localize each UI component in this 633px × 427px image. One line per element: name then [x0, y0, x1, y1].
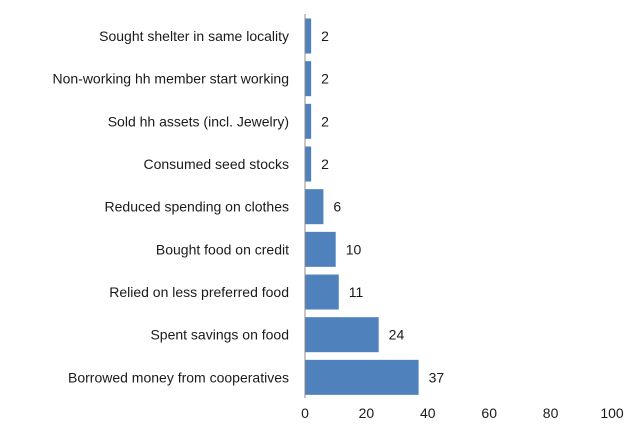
data-label: 2 — [321, 28, 329, 44]
data-label: 37 — [429, 369, 445, 385]
bar — [305, 146, 312, 182]
data-label: 2 — [321, 113, 329, 129]
value-labels: 2 2 2 2 6 10 11 24 37 — [321, 28, 444, 385]
bar — [305, 359, 419, 395]
x-tick-label: 0 — [301, 405, 309, 421]
category-label: Borrowed money from cooperatives — [68, 369, 289, 385]
category-label: Non-working hh member start working — [52, 71, 289, 87]
category-label: Sought shelter in same locality — [99, 28, 289, 44]
bar — [305, 61, 312, 97]
data-label: 2 — [321, 156, 329, 172]
x-axis: 0 20 40 60 80 100 — [301, 405, 624, 421]
x-tick-label: 80 — [543, 405, 559, 421]
category-label: Relied on less preferred food — [109, 284, 289, 300]
bar — [305, 231, 336, 267]
category-label: Sold hh assets (incl. Jewelry) — [108, 113, 289, 129]
bar — [305, 317, 379, 353]
bar — [305, 103, 312, 139]
bar — [305, 18, 312, 54]
bar — [305, 189, 324, 225]
category-label: Reduced spending on clothes — [105, 199, 289, 215]
x-tick-label: 20 — [359, 405, 375, 421]
x-tick-label: 40 — [420, 405, 436, 421]
data-label: 10 — [346, 241, 362, 257]
category-label: Bought food on credit — [156, 241, 289, 257]
data-label: 11 — [349, 284, 364, 300]
category-labels: Sought shelter in same locality Non-worki… — [52, 28, 289, 385]
category-label: Consumed seed stocks — [143, 156, 289, 172]
x-tick-label: 100 — [600, 405, 624, 421]
data-label: 2 — [321, 71, 329, 87]
bar — [305, 274, 339, 310]
bars-group — [305, 18, 419, 395]
category-label: Spent savings on food — [150, 327, 289, 343]
x-tick-label: 60 — [481, 405, 497, 421]
data-label: 6 — [333, 199, 341, 215]
data-label: 24 — [389, 327, 405, 343]
